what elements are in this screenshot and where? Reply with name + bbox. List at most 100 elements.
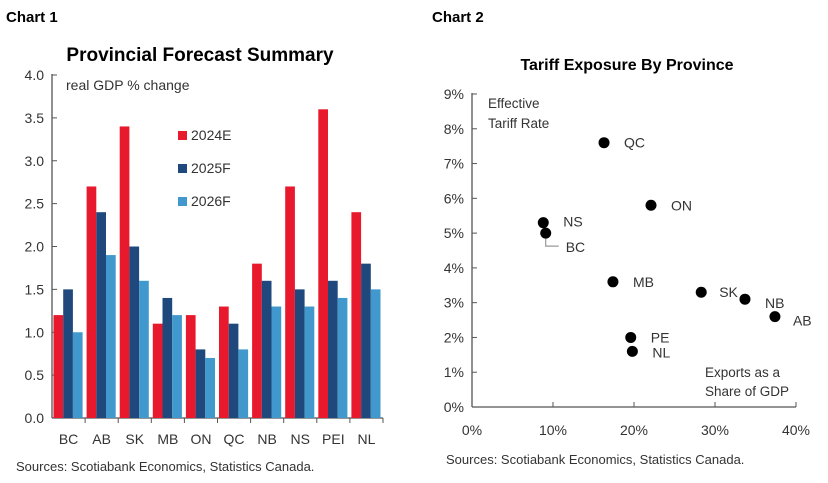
chart2-xlabel: Exports as a Share of GDP xyxy=(705,365,789,399)
bar-2024E-PEI xyxy=(318,109,328,419)
point-SK xyxy=(695,286,707,298)
y-tick-label: 0.5 xyxy=(25,367,45,383)
point-QC xyxy=(598,137,610,149)
y-tick-label: 3.5 xyxy=(25,110,45,126)
point-NL xyxy=(626,345,638,357)
legend-swatch-2026F xyxy=(178,197,187,206)
x-tick-label: 20% xyxy=(620,422,648,438)
bar-2025F-ON xyxy=(195,349,206,418)
x-tick-label: 0% xyxy=(462,422,482,438)
legend-label: 2026F xyxy=(191,193,231,209)
y-tick-label: 9% xyxy=(444,86,464,102)
bar-2024E-NS xyxy=(285,186,295,418)
y-tick-label: 2.5 xyxy=(25,196,45,212)
legend-label: 2025F xyxy=(191,160,231,176)
x-tick-label: AB xyxy=(92,431,111,447)
chart2-ylabel: Effective Tariff Rate xyxy=(488,96,549,131)
point-label-QC: QC xyxy=(624,135,645,151)
x-tick-label: MB xyxy=(157,431,178,447)
bar-2024E-QC xyxy=(219,306,229,418)
y-tick-label: 2% xyxy=(444,329,464,345)
x-tick-label: PEI xyxy=(322,431,345,447)
bar-2025F-BC xyxy=(63,289,73,418)
point-label-AB: AB xyxy=(793,313,812,329)
bar-2024E-ON xyxy=(185,315,196,418)
y-tick-label: 4% xyxy=(444,260,464,276)
x-tick-label: 10% xyxy=(539,422,567,438)
bar-2024E-MB xyxy=(152,323,163,418)
x-tick-label: ON xyxy=(190,431,211,447)
bar-2024E-AB xyxy=(86,186,97,418)
bar-2025F-MB xyxy=(162,297,173,418)
bar-2025F-PEI xyxy=(328,280,338,418)
x-tick-label: NB xyxy=(257,431,276,447)
x-tick-label: QC xyxy=(224,431,245,447)
bar-2025F-QC xyxy=(228,323,239,418)
y-tick-label: 1% xyxy=(444,364,464,380)
y-tick-label: 3.0 xyxy=(25,153,45,169)
bar-2025F-NS xyxy=(294,289,305,418)
y-tick-label: 0% xyxy=(444,399,464,415)
y-tick-label: 8% xyxy=(444,121,464,137)
bar-2025F-AB xyxy=(96,212,106,418)
legend-swatch-2024E xyxy=(178,131,187,140)
bar-2026F-QC xyxy=(238,349,249,418)
bar-2026F-NS xyxy=(304,306,315,418)
legend-swatch-2025F xyxy=(178,164,187,173)
x-tick-label: NS xyxy=(291,431,310,447)
chart1-title: Provincial Forecast Summary xyxy=(66,45,334,66)
point-ON xyxy=(645,199,657,211)
point-AB xyxy=(769,311,781,323)
point-label-MB: MB xyxy=(633,274,654,290)
y-tick-label: 6% xyxy=(444,190,464,206)
bar-2024E-NL xyxy=(351,212,362,418)
bar-2026F-PEI xyxy=(337,297,348,418)
point-label-NS: NS xyxy=(563,214,582,230)
chart1-label: Chart 1 xyxy=(6,9,58,26)
chart2-ylabel-line2: Tariff Rate xyxy=(488,116,549,131)
chart1-source: Sources: Scotiabank Economics, Statistic… xyxy=(16,459,314,474)
y-tick-label: 1.0 xyxy=(25,324,45,340)
bar-2026F-MB xyxy=(172,315,182,418)
chart2-label: Chart 2 xyxy=(432,9,484,26)
point-NB xyxy=(739,293,751,305)
bar-2024E-BC xyxy=(53,315,64,418)
y-tick-label: 1.5 xyxy=(25,281,45,297)
bar-2024E-SK xyxy=(119,126,130,418)
x-tick-label: SK xyxy=(125,431,144,447)
bar-2025F-SK xyxy=(129,246,140,418)
y-tick-label: 4.0 xyxy=(25,67,45,83)
point-label-SK: SK xyxy=(719,284,738,300)
chart1-ylabel: real GDP % change xyxy=(66,77,190,93)
x-tick-label: BC xyxy=(59,431,78,447)
point-BC xyxy=(540,227,552,239)
chart2-ylabel-line1: Effective xyxy=(488,96,540,111)
point-label-BC: BC xyxy=(566,239,585,255)
bar-2025F-NL xyxy=(361,263,371,418)
y-tick-label: 0.0 xyxy=(25,410,45,426)
point-label-NL: NL xyxy=(652,344,670,360)
y-tick-label: 7% xyxy=(444,156,464,172)
y-tick-label: 2.0 xyxy=(25,239,45,255)
point-label-NB: NB xyxy=(765,295,784,311)
point-label-ON: ON xyxy=(671,197,692,213)
y-tick-label: 3% xyxy=(444,295,464,311)
x-tick-label: 40% xyxy=(782,422,810,438)
chart2-title: Tariff Exposure By Province xyxy=(520,57,733,74)
point-NS xyxy=(537,217,549,229)
y-tick-label: 5% xyxy=(444,225,464,241)
bar-2026F-AB xyxy=(106,255,116,418)
bar-2026F-BC xyxy=(72,332,83,418)
x-tick-label: 30% xyxy=(701,422,729,438)
bar-2026F-NL xyxy=(370,289,381,418)
bar-2025F-NB xyxy=(261,280,272,418)
bar-2026F-NB xyxy=(271,306,282,418)
legend-label: 2024E xyxy=(191,127,231,143)
point-PE xyxy=(625,331,637,343)
bar-2026F-ON xyxy=(205,357,215,418)
bar-2024E-NB xyxy=(252,263,262,418)
chart2-source: Sources: Scotiabank Economics, Statistic… xyxy=(446,452,744,467)
x-tick-label: NL xyxy=(357,431,375,447)
